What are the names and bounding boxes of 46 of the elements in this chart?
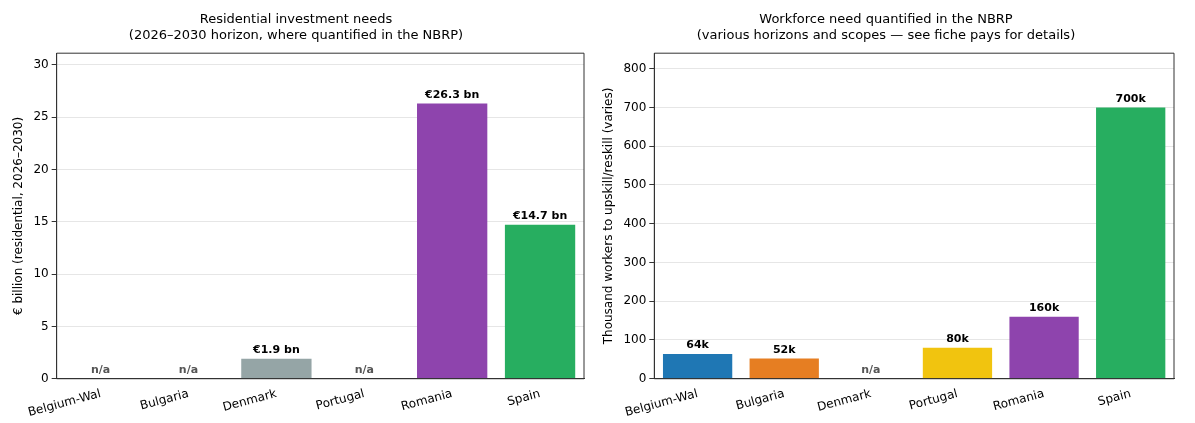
y-tick-label: 20 xyxy=(33,161,49,176)
chart-title: Residential investment needs (2026–2030 horizon, where quantified in the NBRP) xyxy=(128,11,464,42)
data-label: €26.3 bn xyxy=(424,87,480,101)
y-axis-title: € billion (residential, 2026–2030) xyxy=(11,116,26,316)
y-tick-label: 800 xyxy=(623,60,647,75)
y-tick-label: 600 xyxy=(623,138,647,153)
data-label: 52k xyxy=(772,342,797,356)
y-tick-label: 100 xyxy=(623,332,647,347)
y-tick-label: 25 xyxy=(33,109,49,124)
x-tick-label: Romania xyxy=(991,386,1046,414)
y-tick-label: 10 xyxy=(33,266,49,281)
bar xyxy=(417,103,488,379)
x-tick-label: Spain xyxy=(505,386,542,409)
bar xyxy=(241,358,312,379)
y-tick-label: 700 xyxy=(623,99,647,114)
y-tick-label: 500 xyxy=(623,177,647,192)
bar xyxy=(1009,316,1079,379)
x-tick-label: Romania xyxy=(399,386,454,414)
data-label: 700k xyxy=(1115,91,1147,105)
data-label: 64k xyxy=(686,338,710,352)
y-tick-label: 300 xyxy=(623,254,647,269)
bar xyxy=(1096,107,1166,379)
bar xyxy=(922,347,993,379)
y-tick-label: 0 xyxy=(638,370,647,385)
data-label: €1.9 bn xyxy=(252,343,300,357)
y-tick-label: 5 xyxy=(41,318,49,333)
data-label: €14.7 bn xyxy=(511,209,568,223)
y-tick-label: 30 xyxy=(33,56,49,71)
y-tick-label: 0 xyxy=(41,370,49,385)
y-axis-title: Thousand workers to upskill/reskill (varies) xyxy=(601,87,616,346)
text: n/a xyxy=(90,363,111,377)
data-label: 160k xyxy=(1028,301,1060,315)
x-tick-label: Bulgaria xyxy=(138,386,191,413)
text: n/a xyxy=(178,363,199,377)
data-label: 80k xyxy=(946,332,970,346)
y-tick-label: 15 xyxy=(33,213,49,228)
bar xyxy=(504,224,576,379)
text: n/a xyxy=(354,363,374,377)
x-tick-label: Bulgaria xyxy=(734,386,786,413)
y-tick-label: 400 xyxy=(623,215,647,230)
text: n/a xyxy=(861,363,881,377)
bar xyxy=(662,353,733,379)
bar xyxy=(749,358,819,379)
y-tick-label: 200 xyxy=(623,293,647,308)
x-tick-label: Spain xyxy=(1096,386,1133,409)
chart-title: Workforce need quantified in the NBRP (various horizons and scopes — see fiche pays for details) xyxy=(696,11,1076,42)
